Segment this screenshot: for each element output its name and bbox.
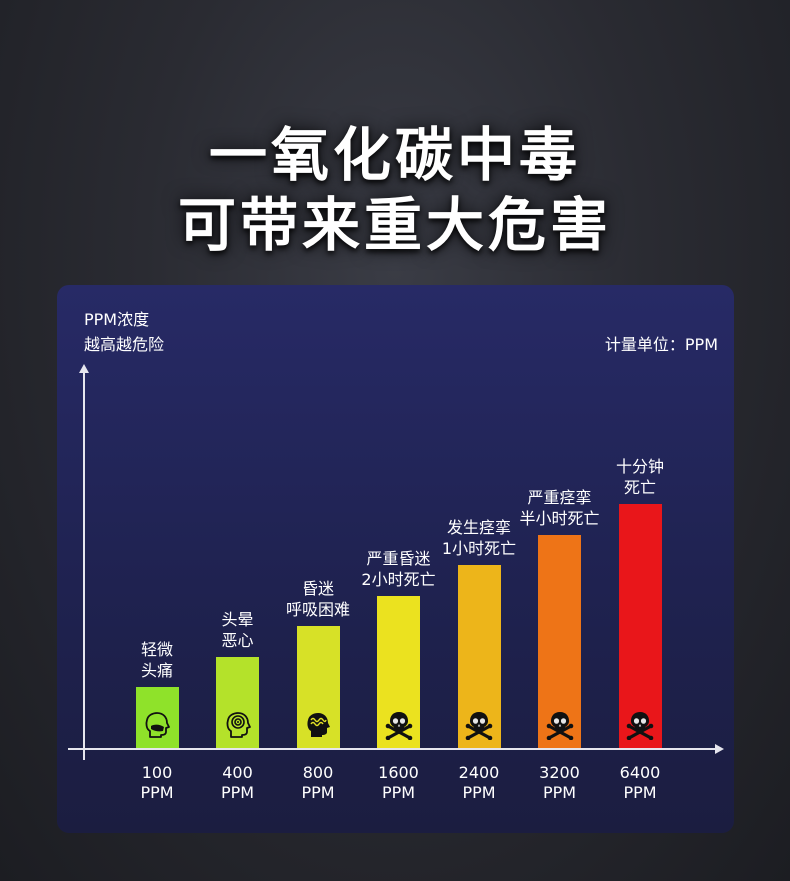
y-axis-label-line-1: PPM浓度 (84, 310, 150, 329)
x-tick-label: 2400 PPM (439, 763, 519, 803)
bar-annotation-line-1: 发生痉挛 (446, 518, 511, 537)
x-tick-label: 1600 PPM (359, 763, 439, 803)
x-tick-unit: PPM (301, 783, 335, 802)
bar-annotation-line-2: 半小时死亡 (519, 508, 600, 528)
dizzy-head-icon (223, 710, 253, 740)
x-tick-value: 1600 (378, 763, 419, 782)
headline-line-2: 可带来重大危害 (177, 191, 612, 259)
x-tick-value: 3200 (539, 763, 580, 782)
bar-annotation-line-2: 呼吸困难 (285, 600, 350, 619)
skull-crossbones-icon (384, 710, 414, 741)
bar-annotation: 昏迷 呼吸困难 (258, 578, 378, 620)
x-tick-value: 400 (222, 763, 253, 782)
bar-annotation-line-1: 昏迷 (301, 579, 334, 598)
bar-annotation-line-2: 1小时死亡 (441, 539, 517, 558)
skull-crossbones-icon (464, 710, 494, 741)
bar-annotation: 轻微 头痛 (97, 639, 217, 681)
x-tick-value: 100 (141, 763, 173, 782)
x-tick-label: 400 PPM (198, 763, 278, 803)
bar-400ppm (216, 656, 259, 748)
headline-line-1: 一氧化碳中毒 (208, 121, 581, 189)
bar-annotation-line-2: 恶心 (221, 630, 254, 650)
x-axis-line (68, 748, 716, 750)
masked-head-icon (142, 710, 172, 740)
x-tick-unit: PPM (623, 783, 657, 802)
bar-6400ppm (618, 504, 662, 748)
bar-annotation-line-1: 头晕 (221, 609, 254, 629)
x-tick-value: 800 (302, 763, 334, 782)
x-tick-value: 6400 (619, 763, 661, 782)
x-tick-label: 6400 PPM (600, 763, 680, 803)
x-tick-label: 3200 PPM (520, 763, 600, 803)
x-tick-unit: PPM (381, 783, 416, 802)
bar-annotation-line-1: 严重痉挛 (527, 487, 592, 507)
x-tick-label: 100 PPM (117, 763, 197, 803)
bar-annotation-line-2: 死亡 (623, 478, 656, 497)
y-axis-arrow-icon (79, 364, 89, 373)
x-axis-arrow-icon (715, 744, 724, 754)
y-axis-label-line-2: 越高越危险 (84, 335, 165, 354)
bar-annotation: 头晕 恶心 (178, 609, 298, 651)
bar-annotation-line-1: 轻微 (140, 640, 173, 659)
bar-annotation-line-1: 严重昏迷 (366, 548, 431, 568)
x-tick-value: 2400 (458, 763, 500, 782)
bar-annotation: 严重痉挛 半小时死亡 (500, 487, 620, 529)
bar-annotation: 发生痉挛 1小时死亡 (419, 517, 539, 559)
bar-annotation: 严重昏迷 2小时死亡 (339, 548, 459, 590)
x-tick-unit: PPM (140, 783, 174, 802)
bar-annotation-line-1: 十分钟 (615, 457, 664, 476)
x-tick-unit: PPM (462, 783, 496, 802)
bar-annotation-line-2: 2小时死亡 (361, 569, 436, 589)
unit-note: 计量单位：PPM (604, 335, 718, 354)
x-tick-label: 800 PPM (278, 763, 358, 803)
x-tick-unit: PPM (542, 783, 577, 802)
y-axis-line (83, 372, 85, 760)
x-tick-unit: PPM (220, 783, 255, 802)
bar-annotation-line-2: 头痛 (140, 661, 173, 680)
skull-crossbones-icon (545, 710, 575, 741)
confused-head-icon (303, 710, 333, 740)
skull-crossbones-icon (625, 710, 655, 741)
bar-annotation: 十分钟 死亡 (580, 456, 700, 498)
